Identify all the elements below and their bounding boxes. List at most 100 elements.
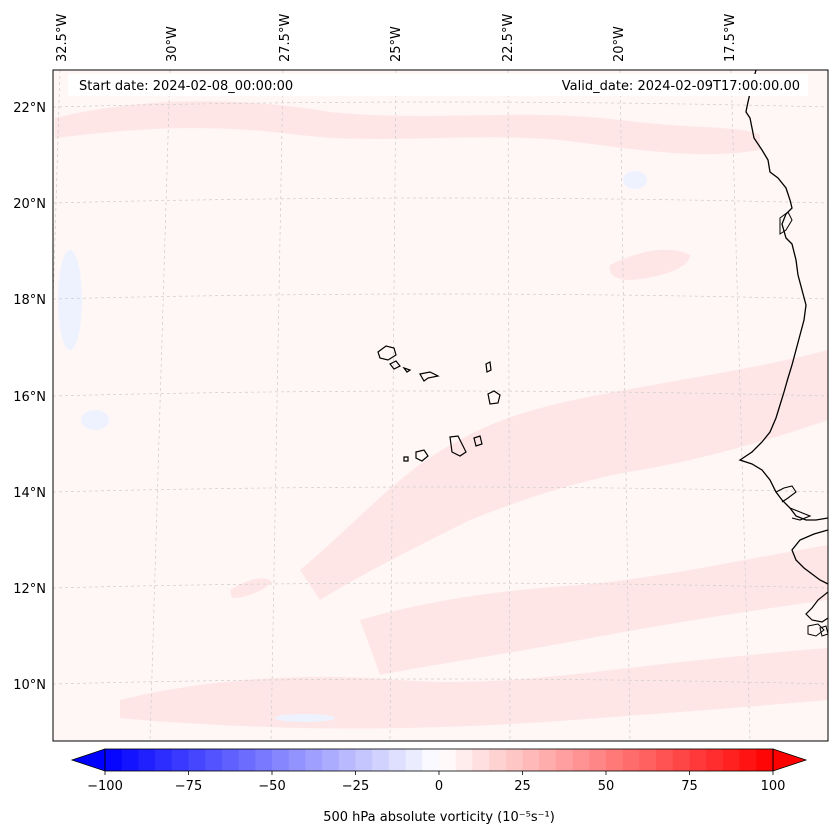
colorbar-high-extend xyxy=(772,748,808,772)
map-panel: Start date: 2024-02-08_00:00:00 Valid_da… xyxy=(53,70,828,741)
colorbar-cell xyxy=(372,749,390,771)
colorbar-tick-label: −50 xyxy=(258,779,285,794)
colorbar-cell xyxy=(489,749,507,771)
band-north xyxy=(55,101,760,155)
coast-senegal-inlet xyxy=(775,485,797,503)
colorbar-cell xyxy=(739,749,757,771)
island-santa-luzia xyxy=(402,366,412,373)
lat-label-18n: 18°N xyxy=(13,293,46,308)
colorbar-cell xyxy=(672,749,691,771)
meridian-20w xyxy=(619,70,631,741)
coast-south xyxy=(791,529,828,585)
lon-label-32-5w: 32.5°W xyxy=(55,14,70,62)
positive-vorticity-bands xyxy=(55,101,828,729)
colorbar-cell xyxy=(171,749,190,771)
lon-label-20w: 20°W xyxy=(612,26,627,62)
colorbar-cell xyxy=(405,749,423,771)
lon-label-30w: 30°W xyxy=(165,26,180,62)
band-central xyxy=(300,350,828,600)
island-sao-vicente xyxy=(389,360,401,370)
colorbar-cell xyxy=(572,749,590,771)
lon-label-17-5w: 17.5°W xyxy=(723,14,738,62)
parallel-20n xyxy=(53,197,828,204)
colorbar-cell xyxy=(505,749,524,771)
island-santiago xyxy=(449,435,467,457)
patch-west-1 xyxy=(58,250,82,350)
graticule xyxy=(53,70,828,741)
meridian-27-5w xyxy=(270,70,284,741)
lat-label-22n: 22°N xyxy=(13,101,46,116)
colorbar-tick-label: 0 xyxy=(435,779,443,794)
header-strip xyxy=(68,74,808,96)
colorbar-label: 500 hPa absolute vorticity (10⁻⁵s⁻¹) xyxy=(323,810,555,825)
colorbar-cell xyxy=(472,749,490,771)
meridian-30w xyxy=(149,70,171,741)
parallel-14n xyxy=(53,486,828,493)
island-boa-vista xyxy=(487,390,501,405)
band-east xyxy=(609,249,690,280)
colorbar-cell xyxy=(706,749,724,771)
colorbar-tick-label: 25 xyxy=(514,779,531,794)
map-frame xyxy=(52,69,829,742)
lon-label-22-5w: 22.5°W xyxy=(501,14,516,62)
colorbar-tick-label: −100 xyxy=(87,779,123,794)
lon-label-27-5w: 27.5°W xyxy=(278,14,293,62)
parallel-10n xyxy=(53,678,828,685)
island-fogo xyxy=(415,449,429,462)
island-santo-antao xyxy=(377,345,397,361)
colorbar-cell xyxy=(656,749,674,771)
band-west xyxy=(230,578,272,598)
patch-west-2 xyxy=(81,410,109,430)
band-south xyxy=(120,648,828,729)
island-sao-nicolau xyxy=(419,371,440,382)
colorbar-cell xyxy=(355,749,373,771)
colorbar-low-extend xyxy=(70,748,106,772)
colorbar-cell xyxy=(606,749,624,771)
coast-islands-bijagos xyxy=(807,623,828,637)
colorbar-cell xyxy=(138,749,156,771)
colorbar-cell xyxy=(439,749,457,771)
lat-label-16n: 16°N xyxy=(13,390,46,405)
colorbar-cell xyxy=(238,749,256,771)
colorbar-cell xyxy=(305,749,323,771)
meridian-25w xyxy=(389,70,397,741)
coast-banc-arguin xyxy=(779,211,793,235)
colorbar-tick-label: 75 xyxy=(681,779,698,794)
colorbar-tick-label: 50 xyxy=(598,779,615,794)
island-brava xyxy=(403,456,409,462)
meridian-17-5w xyxy=(730,70,751,741)
colorbar-tick-label: −75 xyxy=(175,779,202,794)
patch-south xyxy=(275,714,335,722)
lat-label-14n: 14°N xyxy=(13,486,46,501)
colorbar-tick-label: 100 xyxy=(761,779,786,794)
colorbar-cell xyxy=(455,749,473,771)
parallel-22n xyxy=(53,101,828,108)
colorbar-cell xyxy=(555,749,574,771)
colorbar-cell xyxy=(589,749,607,771)
colorbar-cell xyxy=(255,749,273,771)
latitude-labels: 22°N 20°N 18°N 16°N 14°N 12°N 10°N xyxy=(13,101,46,693)
colorbar-cell xyxy=(155,749,173,771)
colorbar-cell xyxy=(121,749,139,771)
negative-vorticity-patches xyxy=(58,171,647,722)
parallel-16n xyxy=(53,390,828,397)
colorbar-cell xyxy=(272,749,290,771)
lat-label-10n: 10°N xyxy=(13,678,46,693)
coast-guinea xyxy=(805,591,828,623)
lat-label-20n: 20°N xyxy=(13,197,46,212)
colorbar-cell xyxy=(288,749,306,771)
colorbar-cell xyxy=(322,749,340,771)
colorbar-ticks: −100 −75 −50 −25 0 25 50 75 100 xyxy=(87,771,785,794)
colorbar-cell xyxy=(338,749,357,771)
colorbar-cell xyxy=(221,749,240,771)
valid-date-label: Valid_date: 2024-02-09T17:00:00.00 xyxy=(562,79,800,94)
island-sal xyxy=(485,361,492,373)
colorbar-cell xyxy=(756,749,774,771)
colorbar-cell xyxy=(622,749,640,771)
colorbar-cells xyxy=(105,749,774,771)
meridian-22-5w xyxy=(507,70,511,741)
parallel-12n xyxy=(53,582,828,589)
colorbar: −100 −75 −50 −25 0 25 50 75 100 500 hPa absolute… xyxy=(70,748,808,825)
cape-verde-islands xyxy=(377,345,501,462)
